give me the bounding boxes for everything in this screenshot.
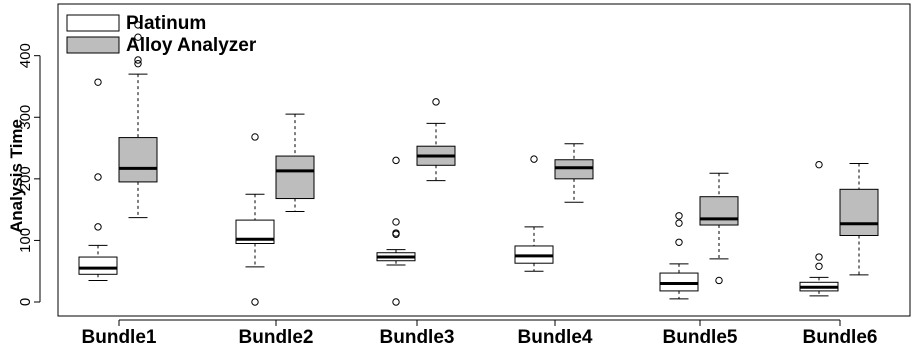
x-tick-label: Bundle6 [803, 327, 878, 348]
outlier-point [392, 298, 400, 306]
outlier-point [432, 98, 440, 106]
outlier-point [392, 156, 400, 165]
box [659, 272, 699, 292]
box [78, 256, 118, 275]
outlier-point [94, 173, 102, 181]
legend-swatch [66, 14, 120, 32]
box [275, 155, 315, 200]
box [118, 137, 158, 183]
outlier-point [675, 219, 683, 227]
box [839, 188, 879, 236]
outlier-point [715, 276, 723, 285]
outlier-point [251, 133, 259, 141]
outlier-point [251, 298, 259, 306]
outlier-point [675, 238, 683, 246]
box [699, 196, 739, 226]
x-tick-label: Bundle1 [82, 327, 157, 348]
outlier-point [675, 212, 683, 220]
outlier-point [134, 59, 142, 68]
x-tick-label: Bundle3 [380, 327, 455, 348]
outlier-point [392, 229, 400, 237]
y-tick-label: 400 [17, 43, 34, 68]
box [235, 219, 275, 244]
outlier-point [815, 160, 823, 169]
outlier-point [392, 218, 400, 226]
outlier-point [134, 33, 142, 41]
legend-swatch [66, 36, 120, 54]
plot-frame [57, 3, 911, 317]
outlier-point [134, 21, 142, 29]
y-tick-label: 300 [17, 105, 34, 130]
y-tick-label: 0 [17, 298, 34, 306]
outlier-point [134, 56, 142, 64]
y-tick-label: 100 [17, 228, 34, 253]
outlier-point [94, 78, 102, 86]
y-tick-label: 200 [17, 166, 34, 191]
outlier-point [815, 253, 823, 261]
outlier-point [94, 223, 102, 231]
x-tick-label: Bundle5 [663, 327, 738, 348]
box [554, 159, 594, 180]
x-tick-label: Bundle4 [518, 327, 593, 348]
outlier-point [815, 262, 823, 270]
y-axis-label: Analysis Time [7, 119, 26, 233]
outlier-point [530, 155, 538, 163]
x-tick-label: Bundle2 [239, 327, 314, 348]
legend-label: Platinum [126, 13, 206, 34]
legend-label: Alloy Analyzer [126, 35, 257, 56]
